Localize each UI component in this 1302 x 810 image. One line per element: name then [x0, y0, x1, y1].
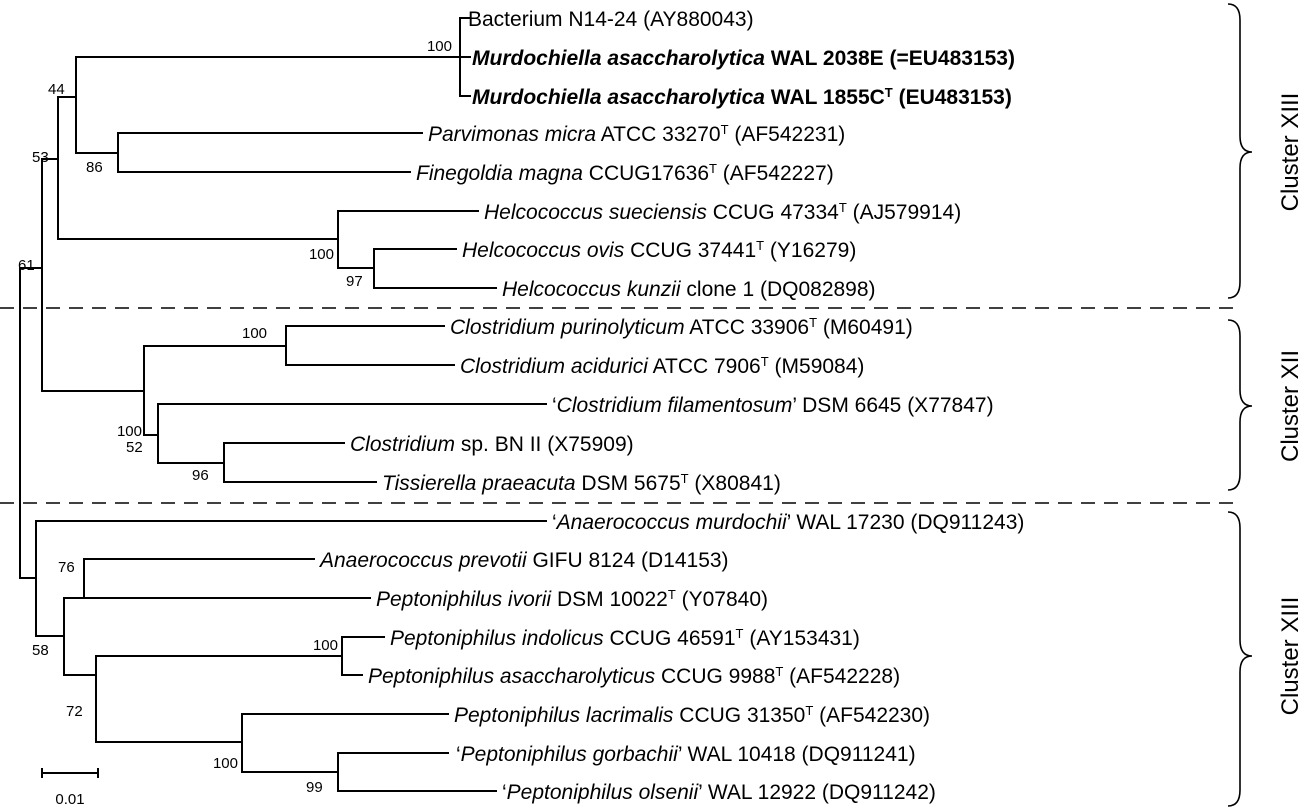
bootstrap-value: 44: [48, 81, 65, 98]
bootstrap-value: 96: [192, 467, 209, 484]
bootstrap-value: 97: [346, 273, 363, 290]
bootstrap-value: 100: [427, 38, 452, 55]
scale-bar: 0.01: [41, 768, 99, 808]
taxon-label: Peptoniphilus lacrimalis CCUG 31350T (AF…: [454, 703, 930, 727]
bootstrap-value: 53: [32, 149, 49, 166]
scale-bar-line: [41, 768, 99, 778]
bootstrap-value: 100: [242, 325, 267, 342]
taxon-label: Peptoniphilus ivorii DSM 10022T (Y07840): [376, 587, 768, 611]
taxon-label: Finegoldia magna CCUG17636T (AF542227): [416, 161, 834, 185]
cluster-label: Cluster XIII: [1277, 93, 1302, 212]
bootstrap-value: 76: [58, 559, 75, 576]
bootstrap-values: 100 44 86 53 100 97 61 100 100 52 96 76 …: [18, 38, 452, 796]
taxon-label: Parvimonas micra ATCC 33270T (AF542231): [428, 122, 845, 146]
taxon-label: Tissierella praeacuta DSM 5675T (X80841): [382, 471, 781, 495]
taxon-label: Clostridium acidurici ATCC 7906T (M59084…: [460, 354, 864, 378]
taxon-label: Helcococcus kunzii clone 1 (DQ082898): [502, 278, 876, 301]
taxon-labels: Bacterium N14-24 (AY880043) Murdochiella …: [318, 8, 1024, 804]
taxon-label: Clostridium sp. BN II (X75909): [350, 433, 634, 456]
taxon-label: Helcococcus ovis CCUG 37441T (Y16279): [462, 238, 856, 262]
bootstrap-value: 86: [86, 159, 103, 176]
taxon-label: ‘Peptoniphilus gorbachii’ WAL 10418 (DQ9…: [456, 743, 916, 766]
taxon-label: Clostridium purinolyticum ATCC 33906T (M…: [450, 315, 913, 339]
taxon-label: ‘Clostridium filamentosum’ DSM 6645 (X77…: [552, 394, 994, 417]
bootstrap-value: 72: [66, 703, 83, 720]
bootstrap-value: 58: [32, 642, 49, 659]
cluster-brace-2: [1227, 319, 1253, 491]
taxon-label: ‘Anaerococcus murdochii’ WAL 17230 (DQ91…: [552, 511, 1024, 534]
scale-bar-label: 0.01: [55, 791, 84, 808]
cluster-brace-3: [1227, 511, 1253, 807]
bootstrap-value: 100: [117, 423, 142, 440]
taxon-label: ‘Peptoniphilus olsenii’ WAL 12922 (DQ911…: [502, 781, 936, 804]
taxon-label: Peptoniphilus indolicus CCUG 46591T (AY1…: [390, 626, 860, 650]
tree-branches: [19, 17, 547, 792]
taxon-label: Murdochiella asaccharolytica WAL 1855CT …: [472, 85, 1012, 109]
bootstrap-value: 61: [18, 257, 35, 274]
bootstrap-value: 100: [313, 637, 338, 654]
bootstrap-value: 52: [126, 439, 143, 456]
cluster-label: Cluster XII: [1277, 350, 1302, 462]
bootstrap-value: 99: [306, 779, 323, 796]
cluster-label: Cluster XIII: [1277, 597, 1302, 716]
bootstrap-value: 100: [309, 246, 334, 263]
cluster-brace-1: [1227, 3, 1253, 299]
taxon-label: Helcococcus sueciensis CCUG 47334T (AJ57…: [484, 200, 961, 224]
taxon-label: Anaerococcus prevotii GIFU 8124 (D14153): [318, 549, 729, 572]
bootstrap-value: 100: [213, 755, 238, 772]
taxon-label: Peptoniphilus asaccharolyticus CCUG 9988…: [368, 664, 900, 688]
taxon-label: Murdochiella asaccharolytica WAL 2038E (…: [472, 47, 1015, 70]
taxon-label: Bacterium N14-24 (AY880043): [468, 8, 754, 31]
